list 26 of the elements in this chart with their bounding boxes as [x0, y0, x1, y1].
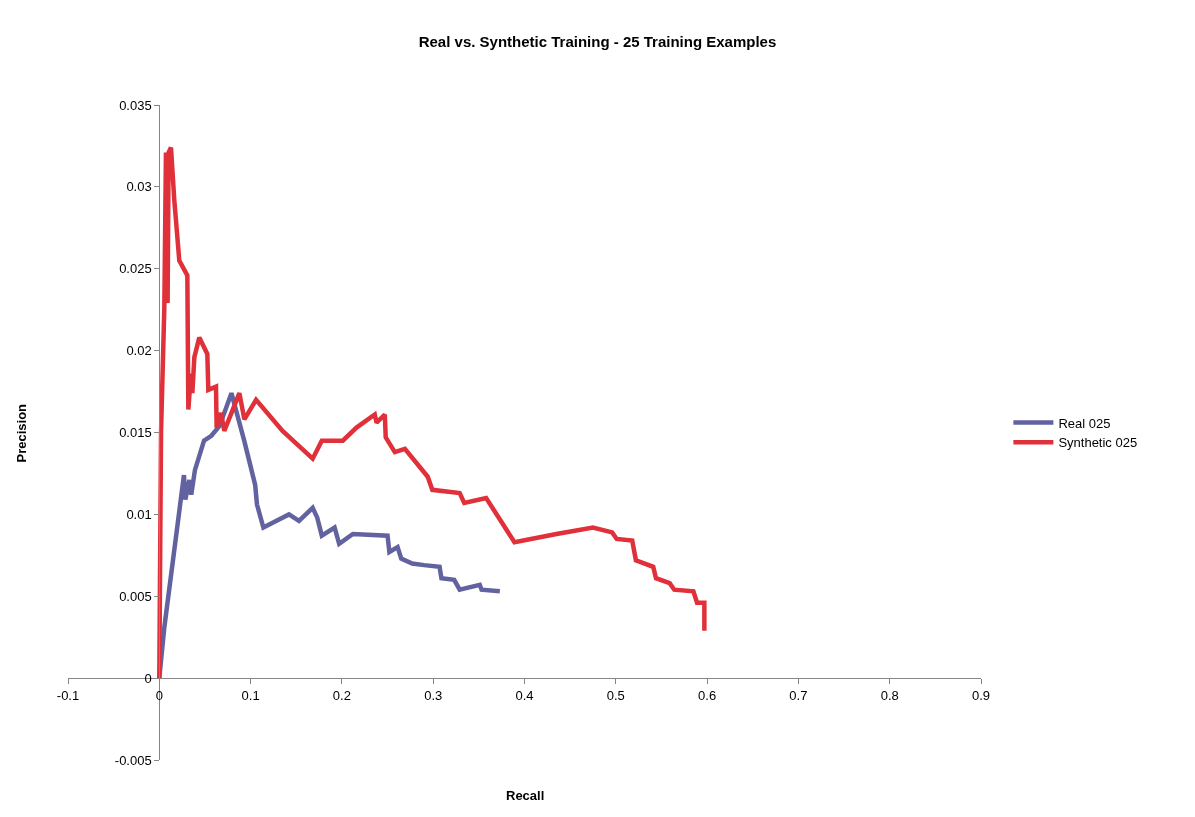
y-tick-label: 0.025	[119, 261, 152, 277]
x-tick-label: 0.6	[698, 687, 717, 703]
y-axis-title: Precision	[14, 403, 30, 463]
x-tick-label: -0.1	[56, 687, 80, 703]
legend-label: Real 025	[1058, 415, 1111, 431]
y-tick-label: -0.005	[114, 752, 152, 768]
x-tick-label: 0.3	[424, 687, 443, 703]
x-axis-title: Recall	[506, 788, 545, 803]
line-series	[157, 145, 707, 681]
y-tick-label: 0.035	[119, 97, 152, 113]
x-tick-label: 0.2	[332, 687, 351, 703]
y-tick-label: 0.005	[119, 588, 152, 604]
x-tick-label: 0.5	[606, 687, 625, 703]
x-tick-label: 0.9	[971, 687, 991, 703]
x-tick-label: 0	[155, 687, 163, 703]
y-tick-label: 0.01	[126, 506, 152, 522]
y-tick-label: 0.015	[119, 425, 152, 441]
chart-title: Real vs. Synthetic Training - 25 Training Examples	[418, 33, 777, 51]
x-tick-label: 0.7	[789, 687, 808, 703]
y-tick-label: 0	[144, 670, 152, 686]
x-tick-label: 0.1	[241, 687, 260, 703]
y-tick-label: 0.02	[126, 343, 152, 359]
legend-label: Synthetic 025	[1058, 435, 1138, 451]
x-tick-label: 0.4	[515, 687, 534, 703]
y-tick-label: 0.03	[126, 179, 152, 195]
x-tick-label: 0.8	[880, 687, 899, 703]
